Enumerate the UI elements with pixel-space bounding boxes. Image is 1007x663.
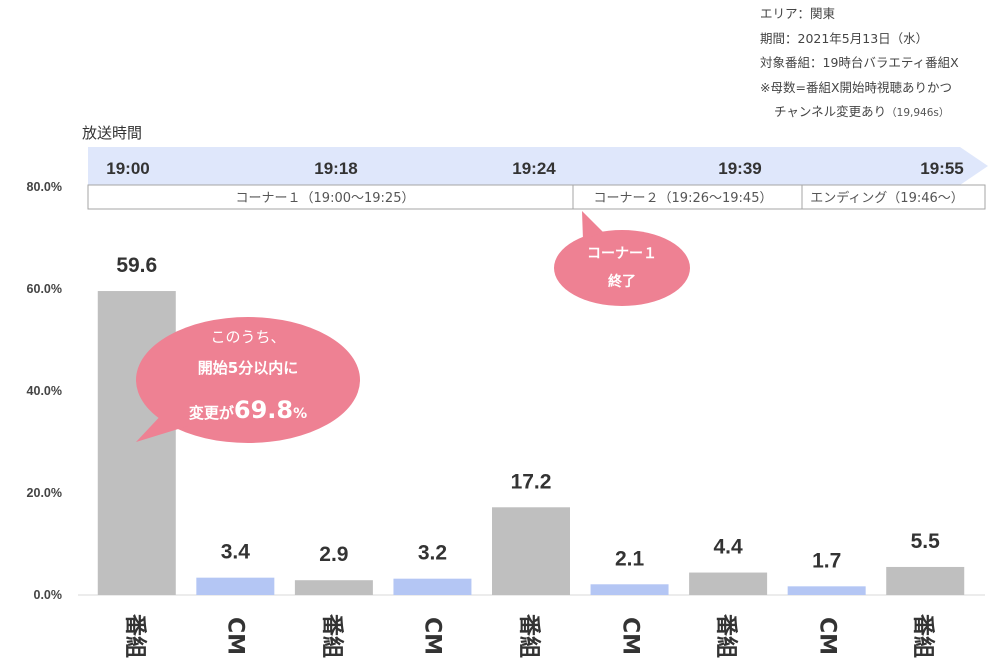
bar xyxy=(492,507,570,595)
corner-end-bubble-tail xyxy=(582,211,603,240)
bar-value-label: 17.2 xyxy=(511,470,552,493)
callout-bubble xyxy=(136,317,360,443)
meta-info: エリア：関東 期間：2021年5月13日（水） 対象番組：19時台バラエティ番組… xyxy=(760,2,959,126)
callout-line2: 開始5分以内に xyxy=(198,359,298,377)
bar xyxy=(196,577,275,595)
timeline-time: 19:39 xyxy=(718,159,761,178)
meta-note2-small: （19,946s） xyxy=(886,107,950,119)
callout-bubble-tail xyxy=(136,410,188,442)
category-label: 番組 xyxy=(713,613,739,659)
callout-unit: % xyxy=(293,406,307,422)
bar xyxy=(294,580,373,595)
bar xyxy=(393,578,472,595)
y-tick-label: 0.0% xyxy=(34,588,63,602)
callout-value: 69.8 xyxy=(234,396,293,424)
bar-value-label: 4.4 xyxy=(714,536,744,559)
bar-value-label: 2.9 xyxy=(319,543,348,566)
meta-area: エリア：関東 xyxy=(760,6,836,21)
category-label: CM xyxy=(617,616,643,656)
timeline-time: 19:00 xyxy=(106,159,149,178)
bar xyxy=(787,586,866,595)
timeline-segment-label: エンディング（19:46～） xyxy=(810,190,964,206)
y-tick-label: 80.0% xyxy=(27,180,62,194)
bar xyxy=(689,572,768,595)
meta-period: 期間：2021年5月13日（水） xyxy=(760,30,929,46)
y-tick-label: 40.0% xyxy=(27,384,62,398)
timeline-segment-label: コーナー２（19:26～19:45） xyxy=(594,191,773,206)
timeline-segment xyxy=(87,184,574,210)
category-label: 番組 xyxy=(910,613,936,659)
time-axis-label: 放送時間 xyxy=(82,124,143,142)
meta-target: 対象番組：19時台バラエティ番組X xyxy=(760,55,959,70)
timeline-time: 19:18 xyxy=(314,159,357,178)
callout-prefix: 変更が xyxy=(189,404,235,422)
timeline-segment-label: コーナー１（19:00～19:25） xyxy=(236,191,415,206)
y-tick-label: 60.0% xyxy=(27,282,62,296)
category-label: 番組 xyxy=(516,613,541,659)
timeline-segment xyxy=(801,184,986,210)
timeline-arrow xyxy=(88,147,988,185)
bar xyxy=(886,566,965,595)
category-label: CM xyxy=(814,616,840,656)
callout-line1: このうち、 xyxy=(210,328,285,346)
bar-value-label: 5.5 xyxy=(911,530,941,553)
callout-line3: 変更が69.8% xyxy=(189,396,307,424)
bar-value-label: 1.7 xyxy=(812,549,841,572)
corner-end-line1: コーナー１ xyxy=(587,246,657,262)
category-label: 番組 xyxy=(121,613,147,659)
bar-value-label: 2.1 xyxy=(615,547,645,570)
corner-end-line2: 終了 xyxy=(608,273,636,290)
category-label: 番組 xyxy=(318,613,344,659)
bar-value-label: 3.2 xyxy=(418,542,447,565)
bar-value-label: 3.4 xyxy=(221,541,251,564)
bar xyxy=(97,291,176,595)
y-tick-label: 20.0% xyxy=(27,486,62,500)
timeline-time: 19:24 xyxy=(512,159,556,178)
meta-note2-main: チャンネル変更あり xyxy=(774,104,887,119)
meta-note2: チャンネル変更あり（19,946s） xyxy=(760,100,959,126)
meta-note1: ※母数=番組X開始時視聴ありかつ xyxy=(760,79,953,95)
timeline-time: 19:55 xyxy=(920,159,963,178)
corner-end-bubble xyxy=(554,230,690,306)
bar xyxy=(590,584,669,595)
bar-value-label: 59.6 xyxy=(116,254,157,277)
timeline-segment xyxy=(572,184,803,210)
category-label: CM xyxy=(419,616,445,656)
category-label: CM xyxy=(222,616,248,656)
